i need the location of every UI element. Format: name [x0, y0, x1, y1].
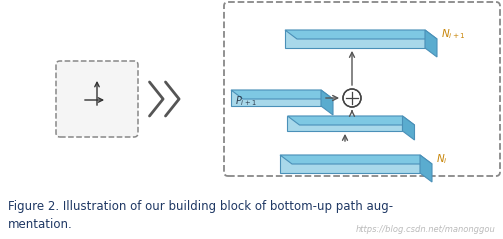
Text: https://blog.csdn.net/manonggou: https://blog.csdn.net/manonggou: [355, 225, 495, 234]
Circle shape: [343, 89, 361, 107]
Polygon shape: [285, 30, 425, 48]
Text: $P_{i+1}$: $P_{i+1}$: [235, 94, 257, 108]
Text: mentation.: mentation.: [8, 218, 73, 231]
Polygon shape: [321, 90, 333, 115]
Polygon shape: [285, 30, 437, 39]
Polygon shape: [420, 155, 432, 182]
Polygon shape: [280, 155, 432, 164]
FancyBboxPatch shape: [56, 61, 138, 137]
Polygon shape: [231, 90, 321, 106]
Text: $N_i$: $N_i$: [436, 152, 448, 166]
Text: $N_{i+1}$: $N_{i+1}$: [441, 27, 466, 41]
Polygon shape: [280, 155, 420, 173]
Text: Figure 2. Illustration of our building block of bottom-up path aug-: Figure 2. Illustration of our building b…: [8, 200, 393, 213]
Polygon shape: [402, 116, 414, 140]
FancyBboxPatch shape: [224, 2, 500, 176]
Polygon shape: [288, 116, 414, 125]
Polygon shape: [425, 30, 437, 57]
Polygon shape: [231, 90, 333, 99]
Polygon shape: [288, 116, 402, 131]
